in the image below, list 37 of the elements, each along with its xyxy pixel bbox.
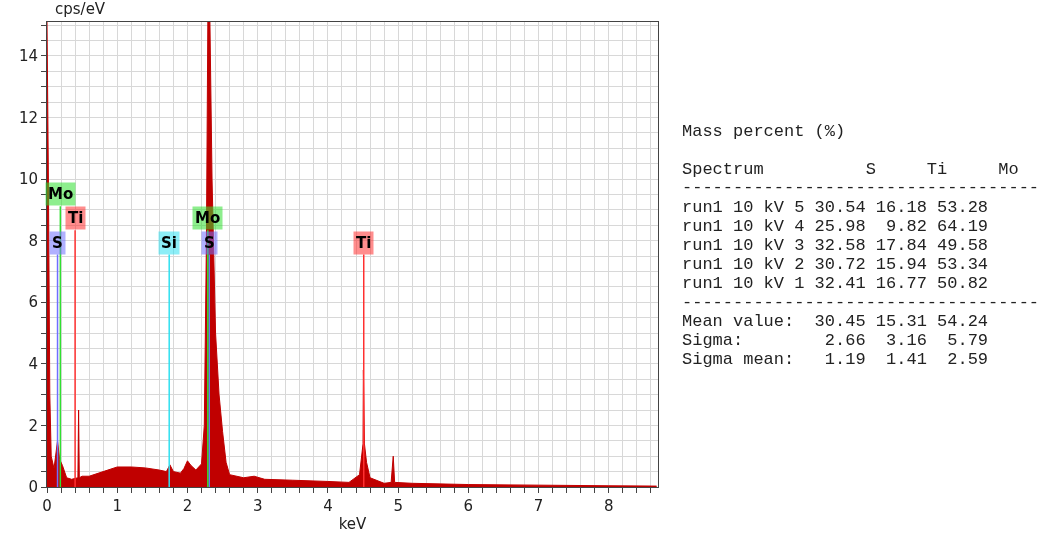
y-tick-label: 10 — [18, 170, 38, 189]
x-tick-label: 6 — [463, 497, 474, 515]
y-tick-label: 8 — [28, 231, 38, 250]
text: ----------------------------------- — [682, 178, 1040, 197]
x-tick-label: 7 — [533, 497, 544, 515]
x-tick-label: 4 — [323, 497, 333, 515]
y-tick-label: 6 — [28, 293, 38, 312]
y-tick-label: 4 — [28, 355, 38, 374]
ref-line-label: S — [52, 234, 63, 252]
x-tick-label: 3 — [252, 497, 263, 515]
ref-line-label: Ti — [68, 209, 84, 227]
x-tick-label: 1 — [112, 497, 122, 515]
x-tick-label: 8 — [604, 497, 614, 515]
text: run1 10 kV 1 32.41 16.77 50.82 — [682, 274, 989, 293]
text: run1 10 kV 4 25.98 9.82 64.19 — [682, 217, 989, 236]
text: run1 10 kV 2 30.72 15.94 53.34 — [682, 255, 989, 274]
y-axis-title: cps/eV — [55, 0, 106, 18]
y-tick-label: 0 — [28, 478, 38, 497]
ref-line-label: Si — [161, 234, 177, 252]
text: Sigma: 2.66 3.16 5.79 — [682, 331, 989, 350]
text: Mass percent (%) — [682, 122, 846, 141]
y-tick-label: 2 — [28, 416, 38, 435]
x-tick-label: 0 — [42, 497, 52, 515]
text: ----------------------------------- — [682, 293, 1040, 312]
text: Spectrum S Ti Mo — [682, 160, 1019, 179]
x-tick-label: 5 — [393, 497, 403, 515]
text: Sigma mean: 1.19 1.41 2.59 — [682, 350, 989, 369]
ref-line-label: Mo — [48, 185, 74, 203]
x-axis-title: keV — [338, 515, 368, 533]
x-tick-label: 2 — [182, 497, 193, 515]
text: run1 10 kV 3 32.58 17.84 49.58 — [682, 236, 989, 255]
y-tick-label: 12 — [18, 108, 38, 127]
ref-line-label: Ti — [356, 234, 372, 252]
text: Mean value: 30.45 15.31 54.24 — [682, 312, 989, 331]
ref-line-label: Mo — [195, 209, 221, 227]
text: run1 10 kV 5 30.54 16.18 53.28 — [682, 198, 989, 217]
y-tick-label: 14 — [18, 47, 38, 66]
